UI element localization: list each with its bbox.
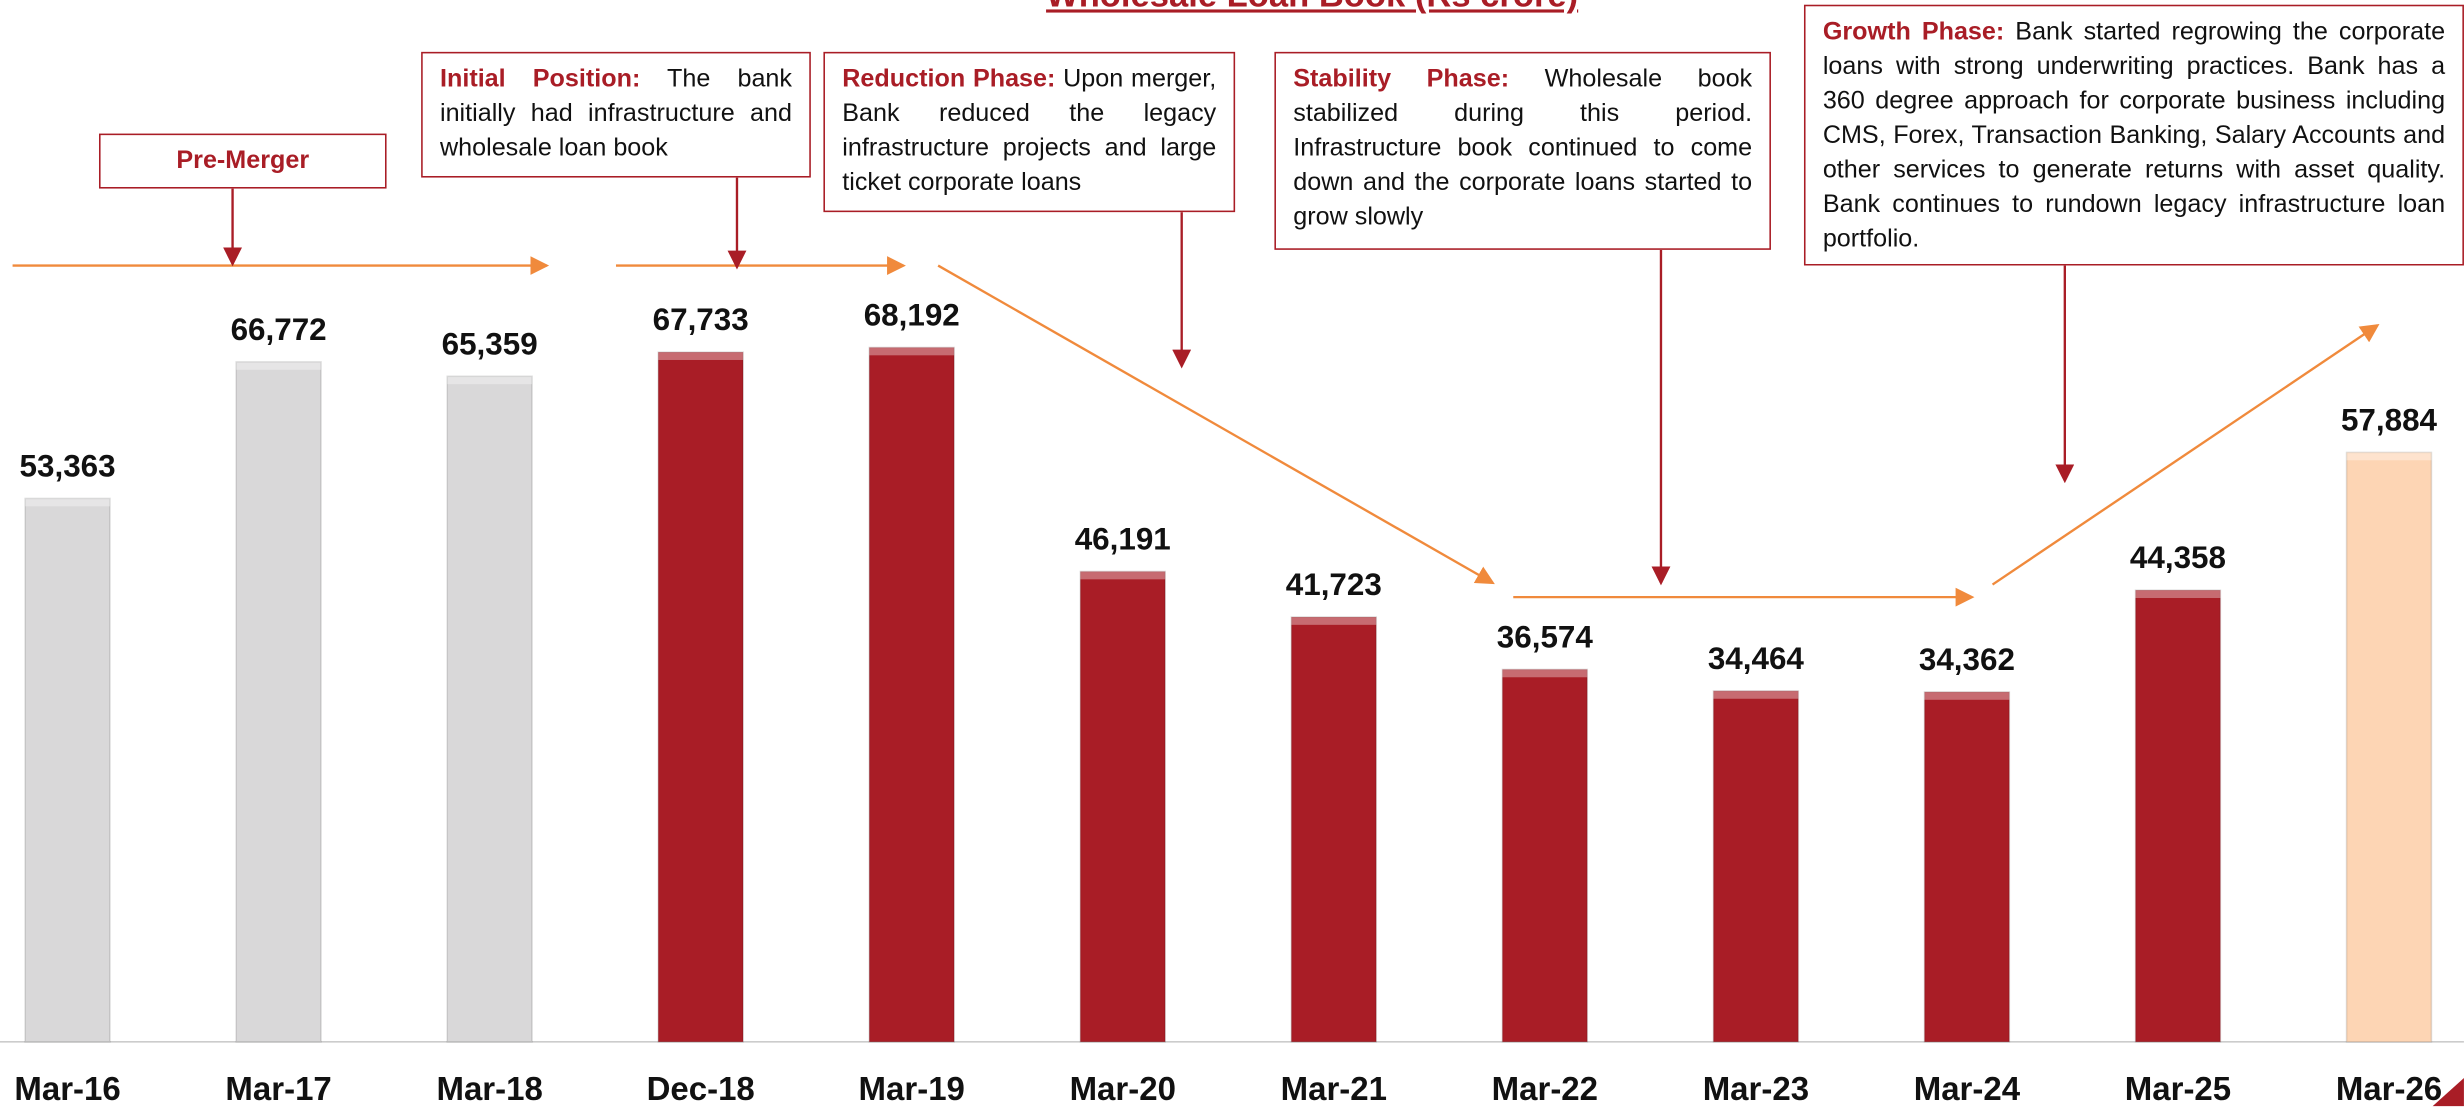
annotation-box: Pre-Merger: [98, 133, 387, 189]
bar-cap: [236, 361, 322, 370]
value-label: 66,772: [231, 312, 327, 347]
annotation-box: Reduction Phase: Upon merger, Bank reduc…: [823, 51, 1236, 213]
annotation-heading: Growth Phase:: [1822, 18, 2005, 46]
bar: [868, 346, 955, 1043]
x-tick-label: Mar-24: [1914, 1070, 2021, 1106]
value-label: 34,464: [1708, 641, 1805, 676]
value-label: 57,884: [2341, 402, 2438, 437]
x-tick-label: Mar-17: [225, 1070, 331, 1106]
value-label: 67,733: [653, 302, 749, 337]
value-label: 53,363: [20, 448, 116, 483]
bar: [235, 361, 322, 1043]
trend-arrows: [12, 256, 2380, 607]
annotation-box: Stability Phase: Wholesale book stabiliz…: [1274, 51, 1771, 250]
pointer-arrows: [223, 177, 2075, 586]
annotation-box: Growth Phase: Bank started regrowing the…: [1803, 4, 2464, 266]
bar: [446, 375, 533, 1043]
bar: [1712, 690, 1800, 1043]
bar-cap: [869, 347, 955, 356]
x-tick-label: Mar-16: [14, 1070, 120, 1106]
value-label: 41,723: [1286, 567, 1382, 602]
value-label: 34,362: [1919, 642, 2015, 677]
annotation-text: Wholesale book stabilized during this pe…: [1293, 65, 1753, 231]
value-label: 44,358: [2130, 540, 2226, 575]
annotation-text: The bank initially had infrastructure an…: [439, 65, 792, 162]
annotation-heading: Pre-Merger: [176, 147, 310, 175]
value-label: 68,192: [864, 297, 960, 332]
x-tick-label: Mar-25: [2125, 1070, 2231, 1106]
annotation-heading: Reduction Phase:: [842, 65, 1056, 93]
bar-cap: [658, 352, 744, 360]
chart-title: Wholesale Loan Book (Rs crore): [0, 0, 2464, 16]
bar: [1923, 691, 2011, 1043]
x-tick-label: Dec-18: [647, 1070, 755, 1106]
x-tick-label: Mar-20: [1070, 1070, 1176, 1106]
annotation-text: Bank started regrowing the corporate loa…: [1822, 18, 2446, 253]
value-label: 36,574: [1497, 619, 1594, 654]
annotation-text: Upon merger, Bank reduced the legacy inf…: [842, 65, 1217, 197]
bar: [1501, 668, 1589, 1043]
value-label: 65,359: [442, 326, 538, 361]
annotation-heading: Initial Position:: [439, 65, 641, 93]
bar: [1079, 570, 1166, 1043]
bar-cap: [2346, 452, 2432, 461]
annotation-box: Initial Position: The bank initially had…: [421, 51, 811, 178]
x-tick-label: Mar-26: [2336, 1070, 2442, 1106]
bar-cap: [1924, 691, 2010, 700]
bar-cap: [25, 498, 110, 507]
bar-cap: [1713, 690, 1799, 699]
bar-cap: [1291, 616, 1377, 625]
value-label: 46,191: [1075, 521, 1171, 556]
bar-cap: [2135, 590, 2221, 599]
bar: [2345, 451, 2433, 1043]
bar-cap: [447, 376, 533, 385]
bar: [2134, 589, 2222, 1043]
x-tick-label: Mar-22: [1492, 1070, 1598, 1106]
x-tick-label: Mar-18: [436, 1070, 542, 1106]
bar-cap: [1080, 571, 1166, 580]
bar-cap: [1502, 669, 1588, 678]
bar: [1290, 616, 1378, 1043]
corner: [2432, 1077, 2464, 1107]
x-tick-label: Mar-23: [1703, 1070, 1809, 1106]
annotation-heading: Stability Phase:: [1293, 65, 1510, 93]
bar: [657, 351, 744, 1043]
x-tick-label: Mar-19: [859, 1070, 965, 1106]
x-tick-label: Mar-21: [1281, 1070, 1387, 1106]
bar: [24, 497, 111, 1043]
